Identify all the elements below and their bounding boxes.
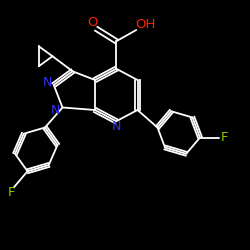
Text: N: N xyxy=(42,76,52,89)
Text: N: N xyxy=(112,120,121,133)
Text: O: O xyxy=(87,16,98,29)
Text: F: F xyxy=(221,131,229,144)
Text: N: N xyxy=(51,104,60,117)
Text: F: F xyxy=(8,186,15,200)
Text: OH: OH xyxy=(135,18,155,32)
